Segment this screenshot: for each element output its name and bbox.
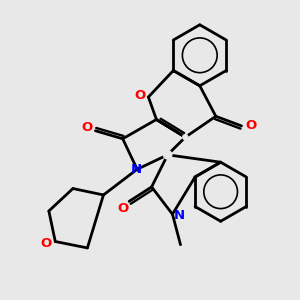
Text: N: N bbox=[173, 209, 184, 222]
Text: O: O bbox=[81, 121, 92, 134]
Text: O: O bbox=[118, 202, 129, 215]
Circle shape bbox=[164, 151, 172, 159]
Text: O: O bbox=[135, 89, 146, 102]
Text: O: O bbox=[41, 237, 52, 250]
Circle shape bbox=[183, 135, 188, 140]
Text: N: N bbox=[131, 163, 142, 176]
Text: O: O bbox=[245, 119, 256, 132]
